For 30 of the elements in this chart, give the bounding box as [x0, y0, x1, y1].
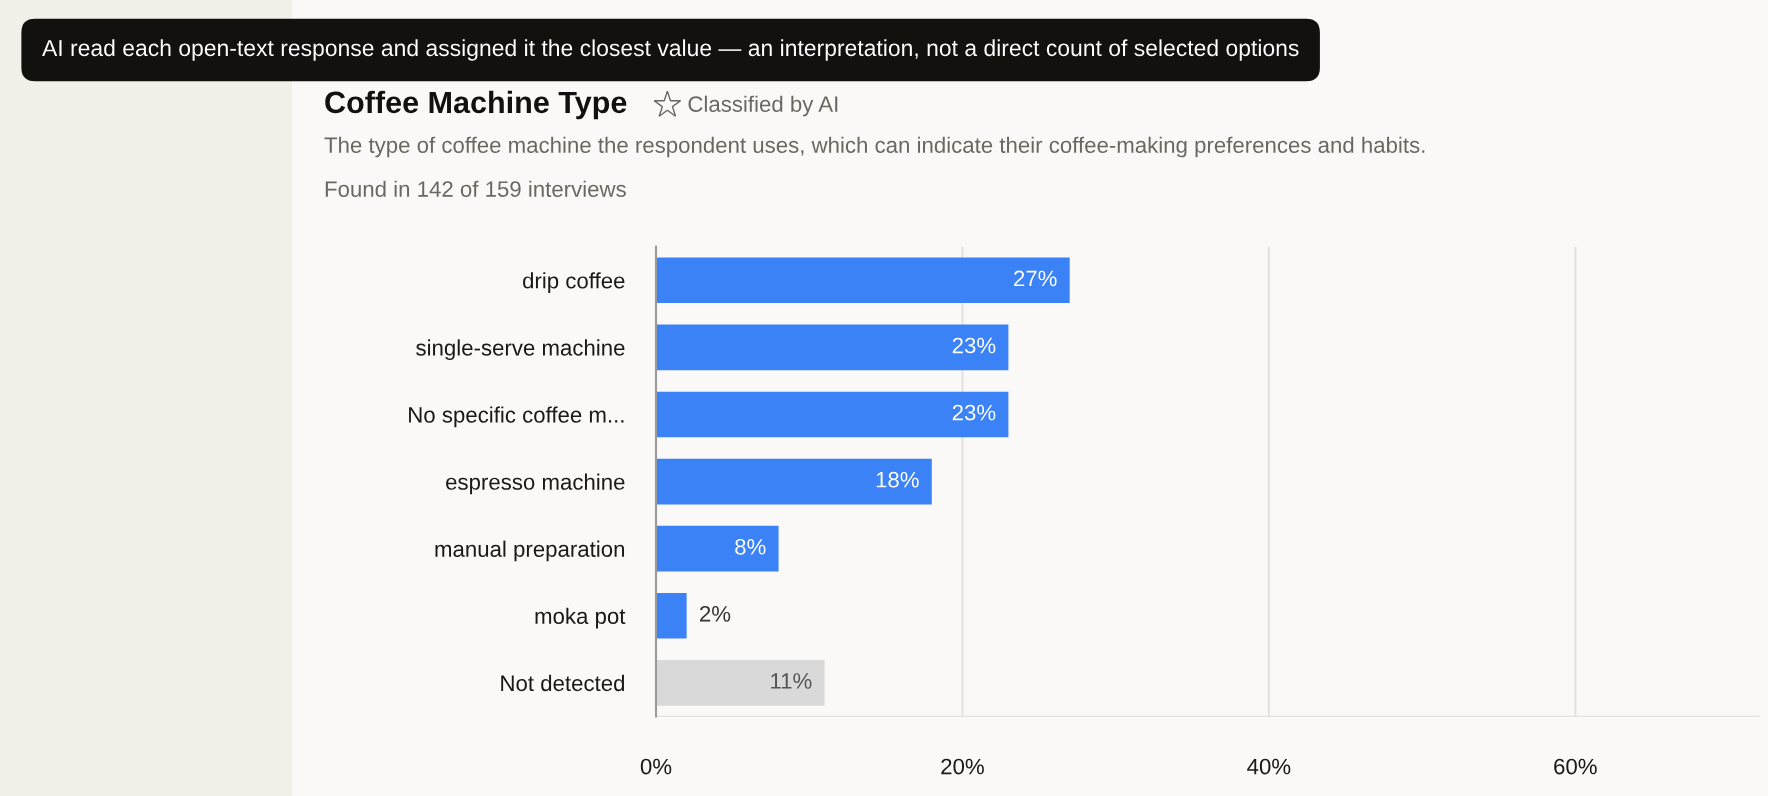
x-tick-label: 0%	[640, 758, 672, 775]
data-label: 23%	[952, 404, 996, 421]
bar	[656, 660, 825, 706]
text: AI read each open-text response and assigned it the closest value — an interpretation, not a direct count of selected options	[42, 39, 1299, 61]
y-tick-label: drip coffee	[523, 272, 625, 293]
text: Found in 142 of 159 interviews	[325, 180, 626, 197]
data-label: 11%	[771, 673, 812, 689]
bar	[656, 324, 1009, 371]
bar	[656, 458, 932, 505]
y-tick-label: single-serve machine	[416, 339, 625, 361]
data-label: 2%	[700, 605, 731, 622]
bar	[656, 257, 1070, 304]
data-label: 27%	[1014, 270, 1057, 287]
x-tick-label: 40%	[1247, 758, 1291, 775]
chart-subtitle: The type of coffee machine the respondent uses, which can indicate their coffee-making preferences and habits.	[324, 136, 1425, 158]
text: Classified by AI	[688, 95, 838, 117]
data-label: 23%	[952, 337, 996, 354]
bar	[656, 525, 779, 572]
chart-title: Coffee Machine Type	[325, 90, 627, 120]
x-tick-label: 60%	[1554, 758, 1597, 775]
bar	[656, 391, 1009, 438]
data-label: 8%	[735, 538, 766, 555]
y-tick-label: No specific coffee m...	[409, 406, 624, 428]
y-tick-label: manual preparation	[435, 540, 625, 562]
y-tick-label: moka pot	[535, 607, 626, 629]
bar	[656, 592, 687, 639]
y-tick-label: espresso machine	[446, 473, 625, 495]
y-tick-label: Not detected	[501, 674, 625, 692]
x-tick-label: 20%	[941, 758, 984, 775]
data-label: 18%	[876, 471, 919, 488]
